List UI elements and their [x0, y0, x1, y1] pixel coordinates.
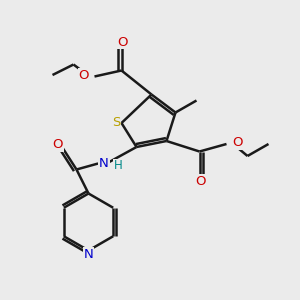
Text: O: O	[196, 175, 206, 188]
Text: O: O	[118, 35, 128, 49]
Text: O: O	[79, 69, 89, 82]
Text: H: H	[113, 159, 122, 172]
Text: N: N	[84, 248, 93, 261]
Text: O: O	[52, 138, 63, 152]
Text: N: N	[99, 157, 109, 170]
Text: O: O	[232, 136, 242, 149]
Text: S: S	[112, 116, 120, 130]
